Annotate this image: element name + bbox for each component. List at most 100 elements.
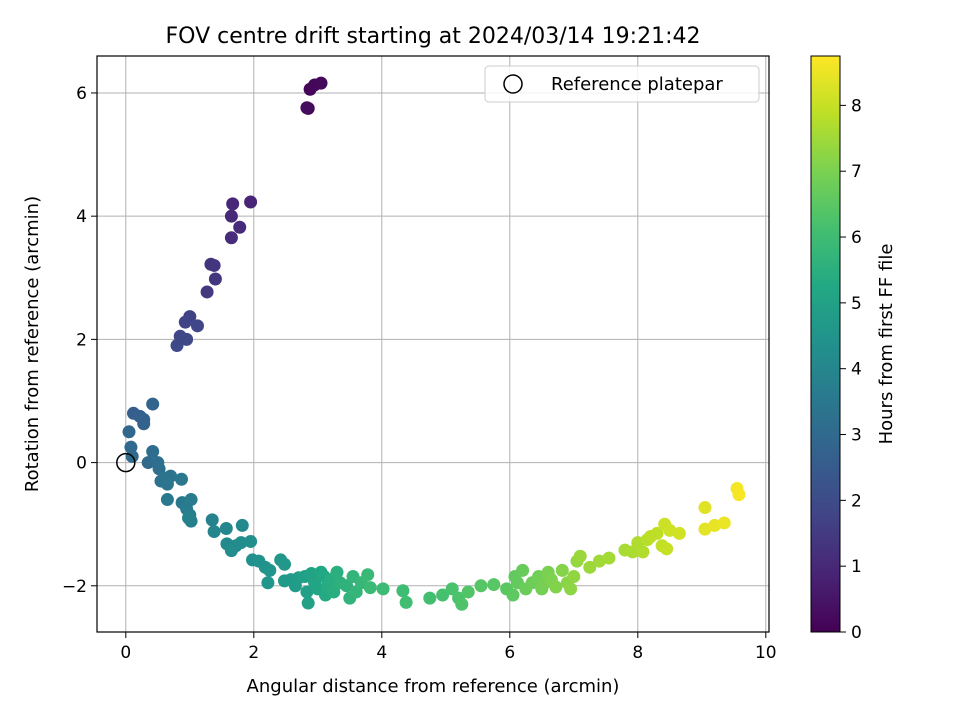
x-axis-label: Angular distance from reference (arcmin) <box>247 676 620 697</box>
data-point <box>567 570 581 584</box>
data-point <box>235 518 249 532</box>
data-point <box>205 513 219 527</box>
data-point <box>732 488 746 502</box>
data-point <box>207 525 221 539</box>
reference-platepar-marker <box>116 452 136 473</box>
data-point <box>278 557 292 571</box>
data-point <box>602 551 616 565</box>
data-point <box>141 456 155 470</box>
colorbar-tick-label: 1 <box>851 557 862 577</box>
colorbar-tick-label: 7 <box>851 162 862 182</box>
data-point <box>423 591 437 605</box>
colorbar-tick-label: 2 <box>851 491 862 511</box>
colorbar-ticks: 0 1 2 3 4 5 6 7 8 <box>840 96 862 643</box>
data-point <box>327 585 341 599</box>
plot-frame <box>96 55 770 633</box>
data-point <box>363 581 377 595</box>
data-point <box>555 563 569 577</box>
data-point <box>717 516 731 530</box>
data-point <box>549 580 563 594</box>
data-point <box>314 76 328 90</box>
y-ticks: −2 0 2 4 6 <box>62 84 97 597</box>
colorbar-label: Hours from first FF file <box>876 244 897 445</box>
data-point <box>455 597 469 611</box>
data-point <box>330 565 344 579</box>
y-tick-label: 6 <box>76 84 87 104</box>
data-point <box>376 582 390 596</box>
colorbar-tick-label: 8 <box>851 96 862 116</box>
data-point <box>300 585 314 599</box>
y-tick-label: −2 <box>62 577 87 597</box>
data-point <box>263 563 277 577</box>
y-tick-label: 4 <box>76 207 87 227</box>
data-point <box>636 545 650 559</box>
data-point <box>583 560 597 574</box>
data-point <box>461 585 475 599</box>
data-point <box>207 258 221 272</box>
data-points <box>122 76 746 611</box>
data-point <box>160 493 174 507</box>
data-point <box>698 501 712 515</box>
x-tick-label: 6 <box>504 643 515 663</box>
data-point <box>436 588 450 602</box>
data-point <box>137 417 151 431</box>
legend: Reference platepar <box>484 65 760 103</box>
data-point <box>226 197 240 211</box>
x-tick-label: 4 <box>376 643 387 663</box>
colorbar-tick-label: 0 <box>851 623 862 643</box>
data-point <box>200 285 214 299</box>
data-point <box>170 339 184 353</box>
data-point <box>160 477 174 491</box>
grid-lines <box>97 56 769 632</box>
data-point <box>208 272 222 286</box>
x-tick-label: 8 <box>632 643 643 663</box>
data-point <box>487 578 501 592</box>
colorbar-tick-label: 5 <box>851 294 862 314</box>
data-point <box>233 220 247 234</box>
data-point <box>174 472 188 486</box>
y-tick-label: 0 <box>76 454 87 474</box>
data-point <box>261 576 275 590</box>
data-point <box>244 195 258 209</box>
data-point <box>396 584 410 598</box>
y-tick-label: 2 <box>76 330 87 350</box>
colorbar <box>810 55 841 633</box>
x-tick-label: 10 <box>755 643 777 663</box>
data-point <box>660 542 674 556</box>
colorbar-tick-label: 6 <box>851 228 862 248</box>
data-point <box>516 563 530 577</box>
data-point <box>300 101 314 115</box>
x-tick-label: 0 <box>120 643 131 663</box>
data-point <box>399 595 413 609</box>
data-point <box>301 596 315 610</box>
legend-entry-reference-platepar: Reference platepar <box>551 74 723 95</box>
chart-title: FOV centre drift starting at 2024/03/14 … <box>166 24 701 49</box>
data-point <box>361 568 375 582</box>
data-point <box>564 582 578 596</box>
data-point <box>234 536 248 550</box>
data-point <box>122 425 136 439</box>
data-point <box>340 579 354 593</box>
data-point <box>146 397 160 411</box>
data-point <box>190 319 204 333</box>
data-point <box>224 209 238 223</box>
x-tick-label: 2 <box>248 643 259 663</box>
legend-box <box>484 65 760 103</box>
data-point <box>219 522 233 536</box>
data-point <box>146 444 160 458</box>
data-point <box>180 332 194 346</box>
data-point <box>474 579 488 593</box>
colorbar-tick-label: 4 <box>851 360 862 380</box>
data-point <box>224 544 238 558</box>
data-point <box>224 231 238 245</box>
x-ticks: 0 2 4 6 8 10 <box>120 632 777 663</box>
data-point <box>244 534 258 548</box>
data-point <box>672 526 686 540</box>
y-axis-label: Rotation from reference (arcmin) <box>22 196 43 492</box>
reference-marker-layer <box>116 452 136 473</box>
data-point <box>445 582 459 596</box>
data-point <box>182 511 196 525</box>
data-point <box>573 549 587 563</box>
data-point <box>650 526 664 540</box>
